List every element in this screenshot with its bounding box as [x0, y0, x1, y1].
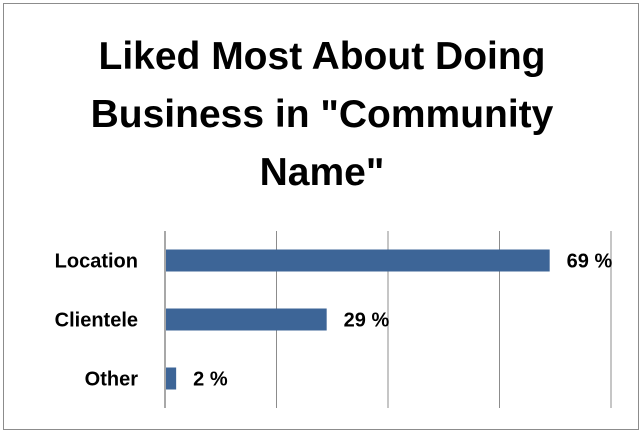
category-label-other: Other — [85, 369, 139, 391]
data-label-location: 69 % — [567, 251, 613, 273]
category-label-clientele: Clientele — [55, 310, 138, 332]
chart-frame — [3, 3, 639, 430]
data-label-other: 2 % — [193, 369, 228, 391]
bar-series — [166, 249, 550, 390]
bar-other — [166, 367, 177, 390]
chart-title: Liked Most About Doing Business in "Comm… — [90, 35, 554, 194]
data-label-clientele: 29 % — [344, 310, 390, 332]
bar-clientele — [166, 308, 327, 331]
category-label-location: Location — [55, 251, 138, 273]
labels: Location 69 % Clientele 29 % Other 2 % — [55, 251, 613, 391]
bar-location — [166, 249, 550, 272]
